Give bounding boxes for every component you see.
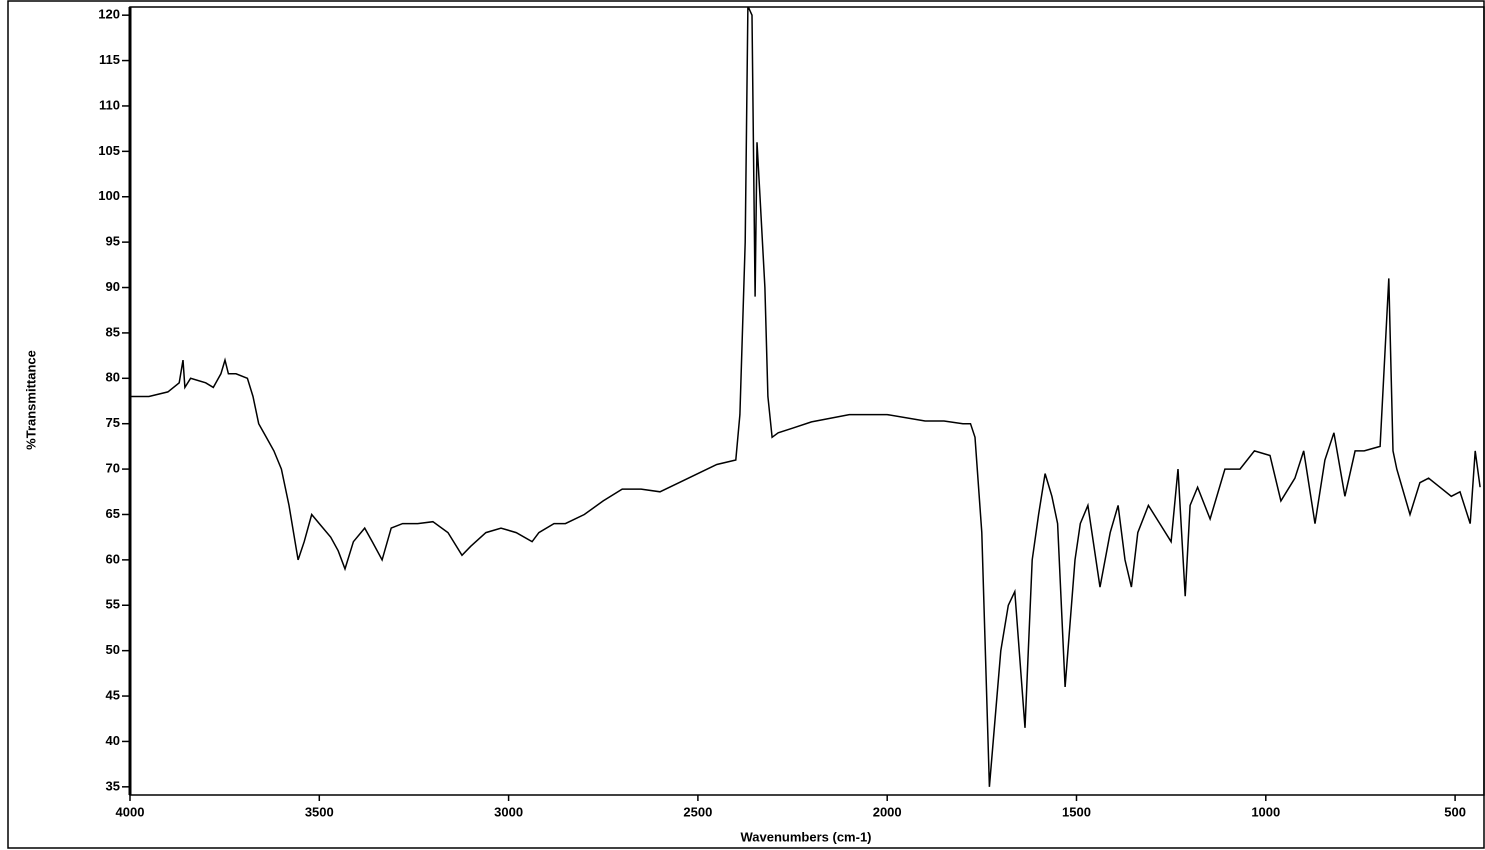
y-tick-label: 50 <box>106 642 120 657</box>
y-axis-label: %Transmittance <box>23 350 38 450</box>
x-tick-label: 3000 <box>494 804 523 819</box>
x-tick-label: 500 <box>1444 804 1466 819</box>
y-tick-label: 60 <box>106 551 120 566</box>
x-tick-label: 1000 <box>1251 804 1280 819</box>
plot-frame <box>129 6 1485 796</box>
y-tick-label: 80 <box>106 370 120 385</box>
y-tick-label: 90 <box>106 279 120 294</box>
x-tick-label: 2000 <box>873 804 902 819</box>
y-tick-label: 95 <box>106 234 120 249</box>
y-tick-label: 40 <box>106 733 120 748</box>
y-tick-label: 115 <box>99 52 120 67</box>
y-tick-label: 75 <box>106 415 120 430</box>
y-tick-label: 45 <box>106 687 120 702</box>
y-tick-label: 35 <box>106 778 120 793</box>
y-tick-label: 100 <box>98 188 120 203</box>
y-tick-label: 65 <box>106 506 120 521</box>
x-tick-label: 3500 <box>305 804 334 819</box>
y-tick-label: 105 <box>98 143 120 158</box>
x-tick-label: 2500 <box>683 804 712 819</box>
x-tick-label: 1500 <box>1062 804 1091 819</box>
x-tick-label: 4000 <box>116 804 145 819</box>
y-tick-label: 55 <box>106 597 120 612</box>
x-axis-label: Wavenumbers (cm-1) <box>741 829 872 844</box>
y-tick-label: 120 <box>98 7 120 22</box>
y-tick-label: 70 <box>106 461 120 476</box>
y-tick-label: 85 <box>106 324 120 339</box>
spectrum-line <box>130 7 1481 787</box>
y-tick-label: 110 <box>99 97 120 112</box>
